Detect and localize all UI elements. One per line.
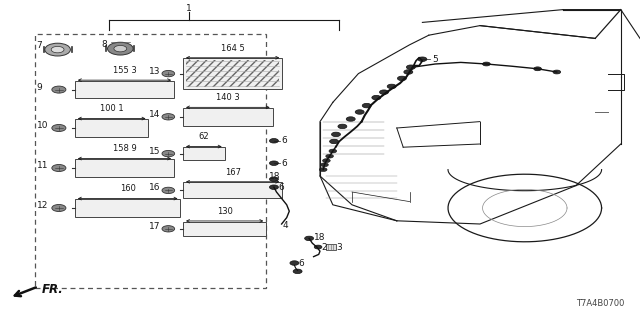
- Text: 164 5: 164 5: [221, 44, 244, 53]
- Circle shape: [52, 124, 66, 132]
- Circle shape: [321, 163, 328, 167]
- Bar: [75, 199, 180, 217]
- Circle shape: [162, 70, 175, 77]
- Circle shape: [387, 84, 396, 89]
- Circle shape: [397, 76, 406, 81]
- Circle shape: [290, 261, 299, 265]
- Circle shape: [293, 269, 302, 274]
- Text: 6: 6: [282, 159, 287, 168]
- Circle shape: [534, 67, 541, 71]
- Circle shape: [319, 168, 327, 172]
- Circle shape: [326, 154, 333, 158]
- Text: 17: 17: [148, 222, 160, 231]
- Text: 130: 130: [217, 207, 232, 216]
- Text: 18: 18: [314, 233, 325, 242]
- Text: 6: 6: [298, 259, 304, 268]
- Circle shape: [330, 139, 339, 144]
- Circle shape: [162, 150, 175, 157]
- Circle shape: [114, 45, 127, 52]
- Circle shape: [346, 117, 355, 121]
- Text: 10: 10: [36, 121, 48, 130]
- Text: 7: 7: [36, 41, 42, 50]
- Circle shape: [108, 42, 133, 55]
- Text: FR.: FR.: [42, 283, 63, 296]
- Circle shape: [162, 226, 175, 232]
- Circle shape: [314, 245, 322, 249]
- Text: 16: 16: [148, 183, 160, 192]
- Circle shape: [418, 57, 427, 61]
- Circle shape: [355, 110, 364, 114]
- Bar: [183, 222, 266, 236]
- Text: 6: 6: [282, 136, 287, 145]
- Bar: [183, 147, 225, 160]
- Text: 1: 1: [186, 4, 191, 13]
- Text: 140 3: 140 3: [216, 93, 240, 102]
- Circle shape: [45, 43, 70, 56]
- Circle shape: [323, 159, 330, 163]
- Text: 12: 12: [36, 201, 48, 210]
- Circle shape: [269, 139, 278, 143]
- Circle shape: [52, 204, 66, 212]
- Circle shape: [332, 132, 340, 137]
- Text: 2: 2: [321, 243, 327, 252]
- Circle shape: [51, 46, 64, 53]
- Circle shape: [338, 124, 347, 129]
- Text: 11: 11: [36, 161, 48, 170]
- Circle shape: [305, 236, 314, 241]
- Bar: [326, 244, 336, 250]
- Circle shape: [162, 187, 175, 194]
- Text: 62: 62: [198, 132, 209, 141]
- Circle shape: [362, 103, 371, 108]
- Bar: [183, 108, 273, 126]
- Circle shape: [52, 86, 66, 93]
- Text: 155 3: 155 3: [113, 66, 136, 75]
- Circle shape: [52, 164, 66, 172]
- Text: 15: 15: [148, 147, 160, 156]
- Circle shape: [406, 65, 415, 69]
- Text: 6: 6: [278, 183, 284, 192]
- Text: T7A4B0700: T7A4B0700: [575, 299, 624, 308]
- Text: 3: 3: [336, 243, 342, 252]
- Text: 5: 5: [432, 55, 438, 64]
- Circle shape: [553, 70, 561, 74]
- Bar: [35, 34, 266, 288]
- Circle shape: [269, 161, 278, 165]
- Circle shape: [269, 185, 278, 189]
- Text: 4: 4: [283, 221, 289, 230]
- Text: 13: 13: [148, 67, 160, 76]
- Circle shape: [372, 95, 381, 100]
- Bar: [75, 159, 174, 177]
- Text: 158 9: 158 9: [113, 144, 136, 154]
- Text: 160: 160: [120, 184, 136, 193]
- Bar: [186, 60, 279, 87]
- Circle shape: [329, 149, 337, 153]
- Text: 18: 18: [269, 172, 280, 181]
- Bar: [75, 81, 174, 99]
- Text: 100 1: 100 1: [100, 104, 124, 114]
- Circle shape: [380, 90, 388, 94]
- Text: 8: 8: [101, 40, 107, 49]
- Text: 167: 167: [225, 168, 241, 177]
- Bar: [183, 59, 282, 89]
- Circle shape: [404, 70, 413, 74]
- Circle shape: [269, 177, 278, 181]
- Text: 9: 9: [36, 83, 42, 92]
- Circle shape: [483, 62, 490, 66]
- Bar: [75, 119, 148, 137]
- Circle shape: [162, 114, 175, 120]
- Bar: [183, 182, 282, 198]
- Text: 14: 14: [148, 110, 160, 119]
